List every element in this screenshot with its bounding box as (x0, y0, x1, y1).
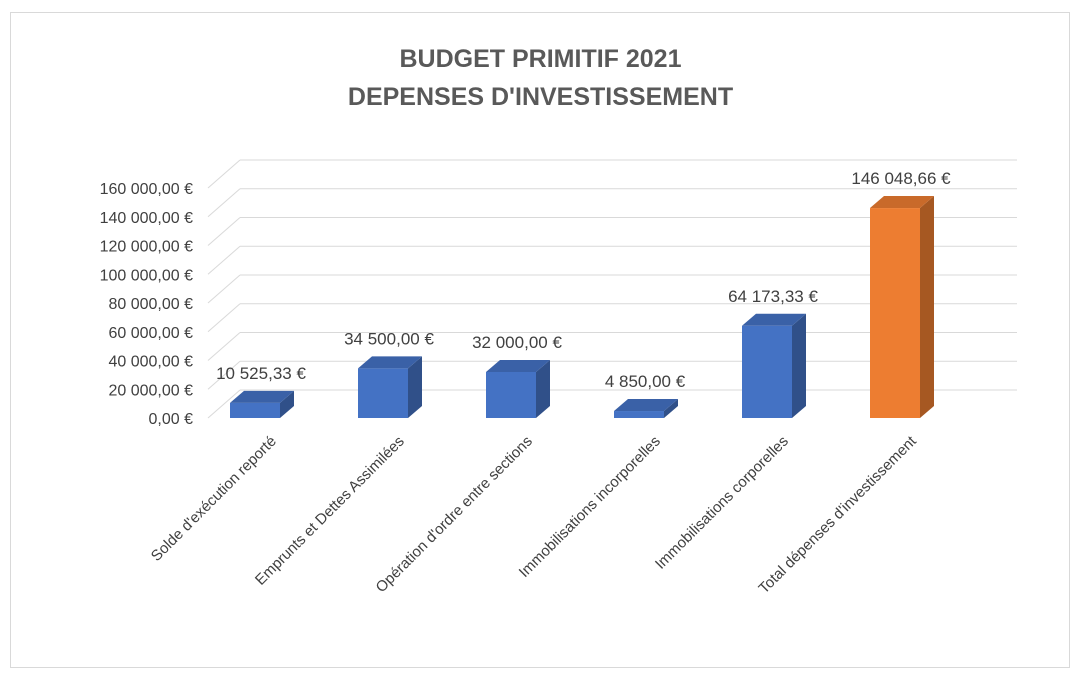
gridline-depth (207, 360, 241, 390)
category-label: Immobilisations incorporelles (516, 433, 664, 581)
y-tick-label: 140 000,00 € (100, 210, 194, 227)
bar-side (280, 390, 294, 418)
y-tick-label: 60 000,00 € (108, 325, 193, 342)
bar (486, 372, 536, 418)
gridline-depth (207, 159, 241, 189)
bar-top (358, 356, 422, 369)
gridline-depth (207, 274, 241, 304)
bar-top (870, 196, 934, 209)
bar (614, 411, 664, 418)
category-label: Immobilisations corporelles (652, 433, 792, 573)
y-tick-label: 100 000,00 € (100, 267, 194, 284)
category-label: Emprunts et Dettes Assimilées (252, 433, 408, 589)
y-tick-label: 20 000,00 € (108, 382, 193, 399)
category-label: Solde d'exécution reporté (148, 433, 280, 565)
data-label: 32 000,00 € (472, 333, 562, 352)
y-tick-label: 160 000,00 € (100, 181, 194, 198)
bar (358, 368, 408, 418)
bar-top (614, 399, 678, 412)
gridline-depth (207, 389, 241, 419)
gridline-depth (207, 217, 241, 246)
bar-side (920, 196, 934, 418)
y-tick-label: 80 000,00 € (108, 296, 193, 313)
bar-top (742, 313, 806, 326)
category-label: Opération d'ordre entre sections (373, 433, 536, 596)
data-label: 146 048,66 € (851, 169, 951, 188)
data-label: 4 850,00 € (605, 372, 686, 391)
bar (742, 325, 792, 418)
data-label: 34 500,00 € (344, 329, 434, 348)
chart-title-line-1: BUDGET PRIMITIF 2021 (399, 45, 682, 73)
bar-side (536, 360, 550, 418)
y-tick-label: 40 000,00 € (108, 354, 193, 371)
chart-title-line-2: DEPENSES D'INVESTISSEMENT (347, 83, 734, 111)
bar-side (792, 313, 806, 418)
data-label: 64 173,33 € (728, 287, 818, 306)
bar (230, 402, 280, 418)
bar-top (230, 390, 294, 403)
bar (870, 208, 920, 418)
gridline-depth (207, 303, 241, 333)
gridline-depth (207, 245, 241, 275)
bar-side (664, 399, 678, 418)
y-tick-label: 0,00 € (149, 411, 194, 428)
gridline-depth (207, 332, 241, 361)
gridline-depth (207, 188, 241, 218)
chart-title: BUDGET PRIMITIF 2021 DEPENSES D'INVESTIS… (0, 40, 1081, 116)
data-label: 10 525,33 € (216, 364, 306, 383)
y-tick-label: 120 000,00 € (100, 239, 194, 256)
category-label: Total dépenses d'investissement (755, 432, 920, 597)
bar-top (486, 360, 550, 372)
bar-side (408, 356, 422, 418)
